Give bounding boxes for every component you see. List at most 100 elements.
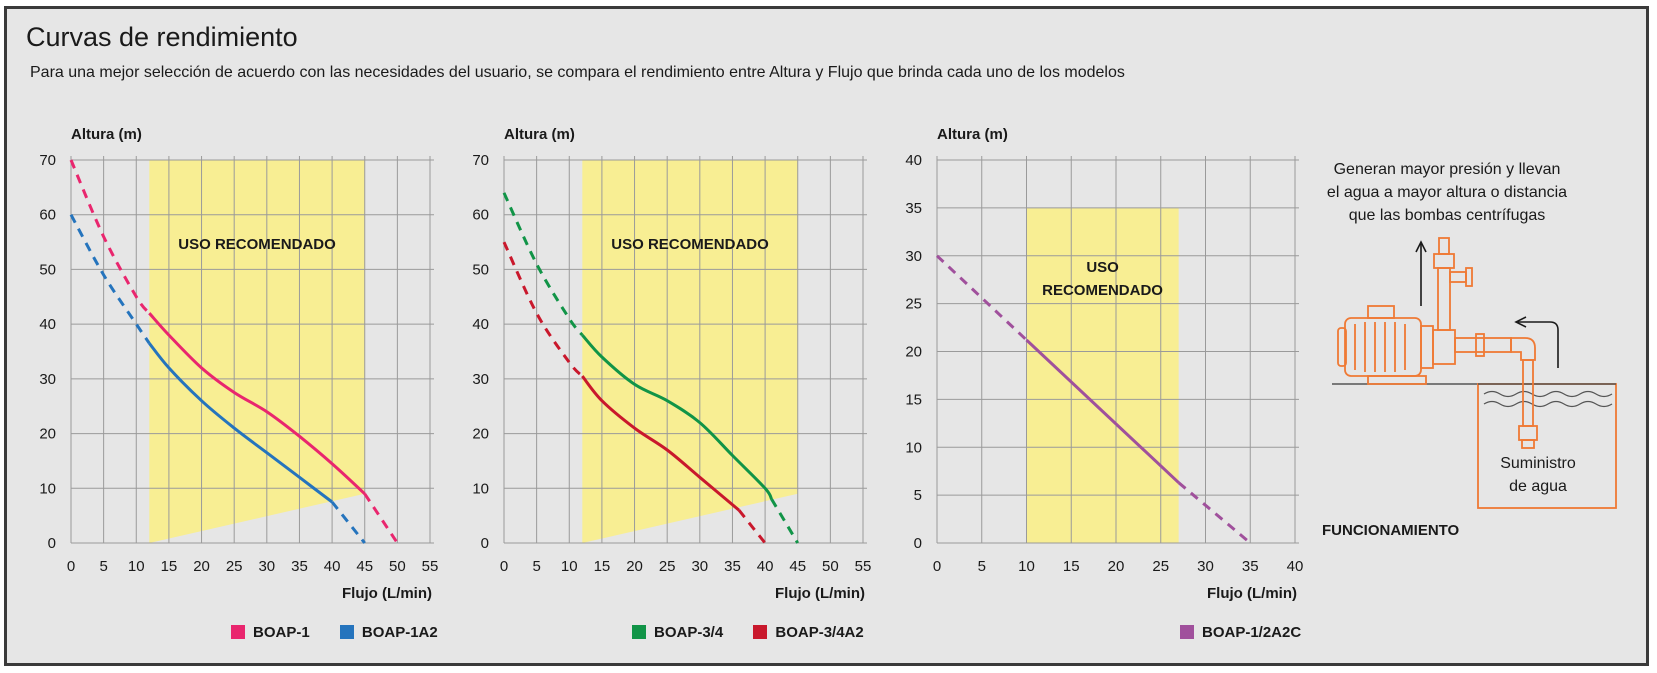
y-tick-label: 70 xyxy=(39,152,56,169)
diagram-caption-line: el agua a mayor altura o distancia xyxy=(1326,184,1568,201)
x-axis-label: Flujo (L/min) xyxy=(1207,585,1297,602)
x-tick-label: 25 xyxy=(1152,558,1169,575)
legend-swatch xyxy=(632,625,646,639)
x-tick-label: 35 xyxy=(291,558,308,575)
x-axis-label: Flujo (L/min) xyxy=(342,585,432,602)
legend-chart-2: BOAP-3/4 BOAP-3/4A2 xyxy=(632,624,890,641)
legend-chart-3: BOAP-1/2A2C xyxy=(1180,624,1327,641)
y-tick-label: 70 xyxy=(472,152,489,169)
series-line-dashed-right xyxy=(1177,481,1252,545)
y-tick-label: 15 xyxy=(905,391,922,408)
x-tick-label: 10 xyxy=(1018,558,1035,575)
y-tick-label: 30 xyxy=(39,371,56,388)
series-line-dashed-left xyxy=(502,192,584,337)
series-line-dashed-left xyxy=(69,159,151,315)
series-line-dashed-left xyxy=(502,241,584,378)
x-tick-label: 0 xyxy=(67,558,75,575)
y-tick-label: 0 xyxy=(481,535,489,552)
series-line-solid xyxy=(581,334,773,500)
series-line-dashed-right xyxy=(737,509,767,544)
series-line-dashed-right xyxy=(770,498,799,544)
x-tick-label: 30 xyxy=(258,558,275,575)
recommended-zone-label: USO xyxy=(1086,259,1119,276)
legend-swatch xyxy=(1180,625,1194,639)
legend-label: BOAP-1/2A2C xyxy=(1202,624,1302,641)
legend-item-boap-1a2: BOAP-1A2 xyxy=(339,624,438,641)
x-tick-label: 40 xyxy=(324,558,341,575)
legend-swatch xyxy=(753,625,768,639)
x-tick-label: 15 xyxy=(161,558,178,575)
legend-label: BOAP-1 xyxy=(253,624,310,641)
y-axis-label: Altura (m) xyxy=(937,126,1008,143)
legend-item-boap-1: BOAP-1 xyxy=(231,624,310,641)
series-boap-1a2 xyxy=(69,213,366,544)
x-axis-label: Flujo (L/min) xyxy=(775,585,865,602)
x-tick-label: 5 xyxy=(99,558,107,575)
diagram-caption: Generan mayor presión y llevan el agua a… xyxy=(1312,158,1582,227)
x-tick-label: 35 xyxy=(724,558,741,575)
y-tick-label: 35 xyxy=(905,200,922,217)
x-tick-label: 10 xyxy=(128,558,145,575)
recommended-zone-label: USO RECOMENDADO xyxy=(178,236,336,253)
legend-item-boap-3-4: BOAP-3/4 xyxy=(632,624,723,641)
series-line-dashed-left xyxy=(935,254,1028,342)
series-boap-1-2a2c xyxy=(935,254,1252,545)
x-tick-label: 45 xyxy=(356,558,373,575)
diagram-caption-line: Generan mayor presión y llevan xyxy=(1333,161,1561,178)
x-tick-label: 30 xyxy=(1197,558,1214,575)
y-tick-label: 10 xyxy=(905,439,922,456)
y-tick-label: 40 xyxy=(472,316,489,333)
series-boap-1 xyxy=(69,159,399,544)
x-tick-label: 50 xyxy=(822,558,839,575)
series-boap-3-4 xyxy=(502,192,799,544)
grid xyxy=(503,156,867,544)
legend-label: BOAP-3/4A2 xyxy=(775,624,864,641)
x-tick-label: 0 xyxy=(933,558,941,575)
x-tick-label: 30 xyxy=(691,558,708,575)
diagram-label: FUNCIONAMIENTO xyxy=(1322,522,1460,539)
y-axis-label: Altura (m) xyxy=(504,126,575,143)
y-tick-label: 20 xyxy=(472,426,489,443)
y-axis-label: Altura (m) xyxy=(71,126,142,143)
recommended-zone xyxy=(582,160,798,543)
x-tick-label: 55 xyxy=(422,558,439,575)
y-tick-label: 50 xyxy=(472,261,489,278)
y-tick-label: 25 xyxy=(905,296,922,313)
y-tick-label: 60 xyxy=(39,207,56,224)
recommended-zone-label: USO RECOMENDADO xyxy=(611,236,769,253)
x-tick-label: 45 xyxy=(789,558,806,575)
x-tick-label: 10 xyxy=(561,558,578,575)
x-tick-label: 40 xyxy=(757,558,774,575)
legend-item-boap-3-4a2: BOAP-3/4A2 xyxy=(753,624,864,641)
series-line-solid xyxy=(1025,338,1180,484)
x-tick-label: 20 xyxy=(1108,558,1125,575)
y-tick-label: 0 xyxy=(914,535,922,552)
x-tick-label: 0 xyxy=(500,558,508,575)
legend-swatch xyxy=(231,625,245,639)
series-line-dashed-right xyxy=(330,501,366,544)
legend-item-boap-1-2a2c: BOAP-1/2A2C xyxy=(1180,624,1301,641)
x-tick-label: 20 xyxy=(193,558,210,575)
x-tick-label: 20 xyxy=(626,558,643,575)
page-subtitle: Para una mejor selección de acuerdo con … xyxy=(30,64,1125,81)
series-line-solid xyxy=(581,375,740,512)
y-tick-label: 20 xyxy=(39,426,56,443)
series-line-solid xyxy=(148,342,334,504)
y-tick-label: 5 xyxy=(914,487,922,504)
legend-swatch xyxy=(339,625,354,639)
y-tick-label: 40 xyxy=(905,152,922,169)
recommended-zone xyxy=(1026,207,1179,543)
legend-chart-1: BOAP-1 BOAP-1A2 xyxy=(231,624,464,641)
y-tick-label: 40 xyxy=(39,316,56,333)
series-line-dashed-left xyxy=(69,213,151,345)
page-title: Curvas de rendimiento xyxy=(26,22,298,52)
x-tick-label: 55 xyxy=(855,558,872,575)
y-tick-label: 20 xyxy=(905,344,922,361)
grid xyxy=(70,156,434,544)
legend-label: BOAP-1A2 xyxy=(361,624,438,641)
x-tick-label: 40 xyxy=(1287,558,1304,575)
y-tick-label: 10 xyxy=(472,480,489,497)
